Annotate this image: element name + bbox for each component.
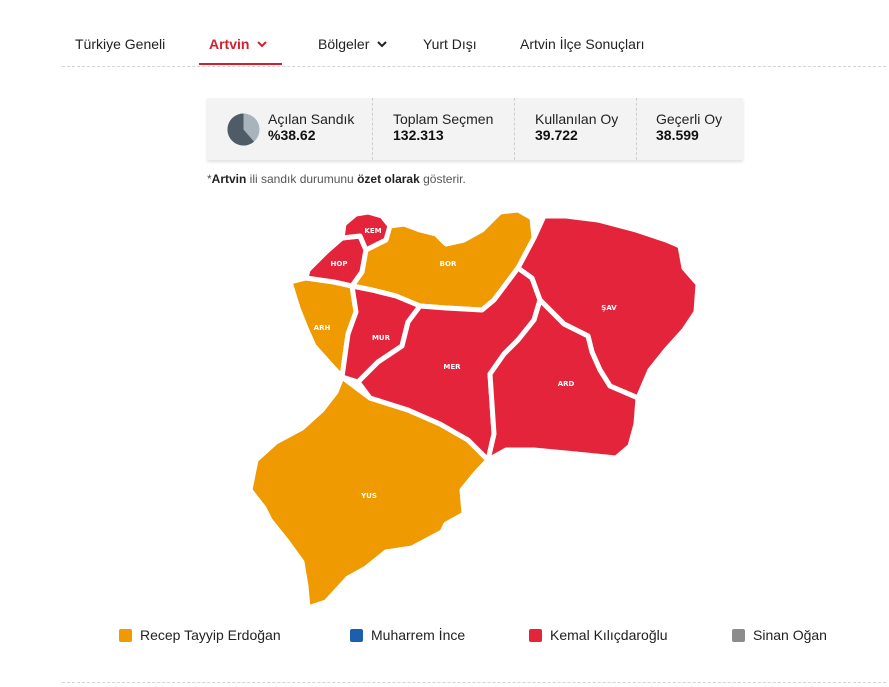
- legend-swatch: [119, 629, 132, 642]
- chevron-down-icon: [257, 41, 268, 48]
- legend-label: Muharrem İnce: [371, 627, 466, 643]
- legend-label: Kemal Kılıçdaroğlu: [550, 627, 668, 643]
- note-text: ili sandık durumunu: [246, 172, 358, 186]
- district-ard[interactable]: [485, 297, 641, 463]
- region-tabs: Türkiye Geneli Artvin Bölgeler Yurt Dışı…: [62, 0, 886, 67]
- stat-label: Açılan Sandık: [268, 111, 355, 127]
- note-text: gösterir.: [419, 172, 466, 186]
- district-label-kem: KEM: [364, 227, 381, 235]
- note-prefix: *: [207, 172, 212, 186]
- divider: [372, 98, 373, 160]
- stat-label: Geçerli Oy: [656, 111, 723, 127]
- district-label-yus: YUS: [360, 492, 377, 500]
- stats-bar: Açılan Sandık %38.62 Toplam Seçmen 132.3…: [207, 98, 743, 160]
- legend-label: Sinan Oğan: [753, 627, 827, 643]
- stat-value: %38.62: [268, 127, 316, 143]
- pie-chart-icon: [227, 113, 260, 146]
- stat-label: Kullanılan Oy: [535, 111, 619, 127]
- chevron-down-icon: [377, 41, 388, 48]
- district-labels: KEM HOP BOR ARH MUR MER ŞAV ARD YUS: [314, 227, 618, 500]
- tab-label: Yurt Dışı: [423, 36, 477, 52]
- district-label-sav: ŞAV: [601, 304, 617, 312]
- note-emphasis: özet olarak: [357, 172, 420, 186]
- tab-turkiye-geneli[interactable]: Türkiye Geneli: [75, 36, 165, 52]
- tab-artvin[interactable]: Artvin: [209, 36, 268, 52]
- stat-value: 39.722: [535, 127, 578, 143]
- stat-votes-used: Kullanılan Oy 39.722: [515, 98, 636, 160]
- legend-swatch: [529, 629, 542, 642]
- tab-label: Artvin İlçe Sonuçları: [520, 36, 645, 52]
- district-label-mur: MUR: [372, 334, 391, 342]
- district-label-bor: BOR: [440, 260, 457, 268]
- active-tab-indicator: [199, 63, 282, 65]
- district-label-arh: ARH: [314, 324, 331, 332]
- district-label-hop: HOP: [331, 260, 348, 268]
- tab-label: Bölgeler: [318, 36, 370, 52]
- tab-label: Türkiye Geneli: [75, 36, 166, 52]
- district-label-ard: ARD: [558, 380, 575, 388]
- tab-yurt-disi[interactable]: Yurt Dışı: [423, 36, 477, 52]
- stat-label: Toplam Seçmen: [393, 111, 494, 127]
- stat-opened-boxes: Açılan Sandık %38.62: [207, 98, 372, 160]
- bottom-divider: [62, 682, 886, 683]
- stat-total-voters: Toplam Seçmen 132.313: [373, 98, 514, 160]
- note-province: Artvin: [211, 172, 247, 186]
- legend-swatch: [350, 629, 363, 642]
- stat-value: 132.313: [393, 127, 444, 143]
- divider: [514, 98, 515, 160]
- tab-artvin-ilce-sonuclari[interactable]: Artvin İlçe Sonuçları: [520, 36, 645, 52]
- district-label-mer: MER: [443, 363, 461, 371]
- legend-label: Recep Tayyip Erdoğan: [140, 627, 281, 643]
- stat-valid-votes: Geçerli Oy 38.599: [637, 98, 743, 160]
- legend-swatch: [732, 629, 745, 642]
- tab-bolgeler[interactable]: Bölgeler: [318, 36, 388, 52]
- stat-value: 38.599: [656, 127, 699, 143]
- summary-note: *Artvin ili sandık durumunu özet olarak …: [207, 172, 466, 186]
- tab-label: Artvin: [209, 36, 250, 52]
- divider: [636, 98, 637, 160]
